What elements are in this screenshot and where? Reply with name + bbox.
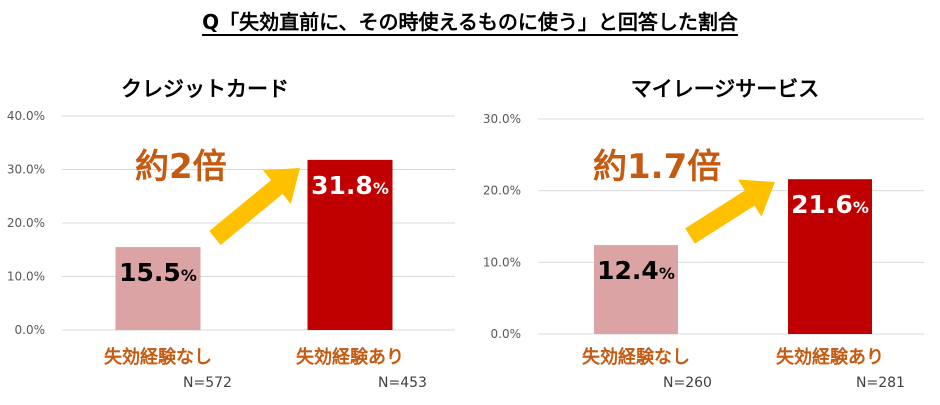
bar — [307, 159, 393, 330]
bar — [788, 179, 872, 334]
category-label: 失効経験なし — [104, 346, 212, 368]
up-arrow-icon — [209, 168, 300, 245]
page-title: Q「失効直前に、その時使えるものに使う」と回答した割合 — [0, 6, 940, 35]
data-label-value: 12.4 — [597, 256, 659, 285]
y-tick-label: 10.0% — [483, 255, 521, 269]
data-label: 15.5% — [119, 258, 197, 287]
category-label: 失効経験あり — [296, 346, 404, 368]
data-label: 12.4% — [597, 256, 675, 285]
chart-title: マイレージサービス — [631, 77, 820, 101]
chart-2: マイレージサービス 0.0% 10.0% 20.0% 30.0% 12.4% 失効経験なし N… — [483, 77, 924, 391]
data-label-unit: % — [853, 198, 869, 217]
y-tick-label: 0.0% — [491, 327, 522, 341]
sample-size-label: N=572 — [183, 375, 232, 391]
data-label-unit: % — [181, 266, 197, 285]
data-label-value: 21.6 — [791, 190, 853, 219]
y-tick-label: 30.0% — [483, 112, 521, 126]
data-label: 31.8% — [311, 171, 389, 200]
y-tick-label: 20.0% — [483, 184, 521, 198]
sample-size-label: N=260 — [663, 375, 712, 391]
category-label: 失効経験あり — [776, 346, 884, 368]
y-tick-label: 30.0% — [7, 163, 45, 177]
chart-title: クレジットカード — [121, 77, 289, 101]
multiplier-label: 約1.7倍 — [593, 147, 721, 187]
data-label-value: 31.8 — [311, 171, 373, 200]
data-label: 21.6% — [791, 190, 869, 219]
y-tick-label: 40.0% — [7, 109, 45, 123]
sample-size-label: N=453 — [378, 375, 427, 391]
bar — [594, 245, 678, 334]
y-tick-label: 10.0% — [7, 270, 45, 284]
y-tick-label: 0.0% — [15, 323, 46, 337]
data-label-unit: % — [373, 179, 389, 198]
data-label-value: 15.5 — [119, 258, 181, 287]
bar — [115, 247, 201, 330]
chart-1: クレジットカード 0.0% 10.0% 20.0% 30.0% 40.0% 15.5% 失効経… — [7, 77, 455, 391]
up-arrow-icon — [685, 179, 775, 244]
page-title-text: Q「失効直前に、その時使えるものに使う」と回答した割合 — [202, 10, 738, 34]
data-label-unit: % — [659, 264, 675, 283]
multiplier-label: 約2倍 — [135, 147, 227, 187]
sample-size-label: N=281 — [856, 375, 905, 391]
category-label: 失効経験なし — [582, 346, 690, 368]
y-tick-label: 20.0% — [7, 216, 45, 230]
